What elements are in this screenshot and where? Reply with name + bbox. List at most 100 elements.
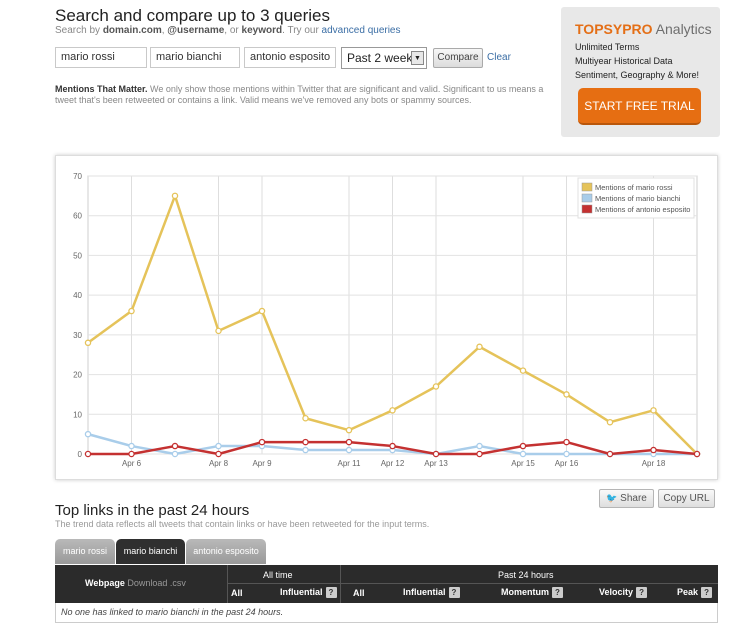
data-point[interactable] [432,450,440,458]
help-icon[interactable]: ? [636,587,648,598]
y-tick-label: 60 [73,212,82,221]
x-tick-label: Apr 11 [338,459,362,468]
group-past-24-hours: Past 24 hours [498,570,554,580]
mentions-chart: 0 10 20 30 40 50 60 70 Apr 6 Apr 8 Apr 9 Apr 11 Apr … [73,172,701,468]
data-point[interactable] [389,407,396,414]
hint-username: @username [167,25,225,36]
clear-link[interactable]: Clear [487,52,511,63]
data-point[interactable] [563,450,570,458]
mentions-note: Mentions That Matter. We only show those… [55,84,550,106]
data-point[interactable] [693,450,701,458]
col-webpage: Webpage Download .csv [85,578,186,588]
col-webpage-label: Webpage [85,578,125,588]
help-icon[interactable]: ? [448,587,460,598]
data-point[interactable] [345,426,353,434]
data-point[interactable] [650,446,657,454]
data-point[interactable] [345,446,353,454]
col-24h-all[interactable]: All [353,588,365,598]
legend-label: Mentions of antonio esposito [595,205,690,214]
x-tick-label: Apr 6 [122,459,142,468]
data-point[interactable] [345,438,353,446]
data-point[interactable] [215,450,222,458]
dropdown-arrow-icon[interactable]: ▼ [411,51,424,65]
data-point[interactable] [606,450,614,458]
compare-button[interactable]: Compare [433,48,483,68]
download-csv-link[interactable]: Download .csv [127,578,186,588]
data-point[interactable] [302,415,309,422]
hint-sep2: , or [224,25,242,36]
brand-analytics: Analytics [652,21,712,37]
promo-feature: Unlimited Terms [575,42,640,52]
data-point[interactable] [215,327,222,335]
col-momentum-label: Momentum [501,587,549,597]
data-point[interactable] [128,450,135,458]
data-point[interactable] [476,343,483,351]
group-all-time: All time [263,570,293,580]
data-point[interactable] [476,450,483,458]
x-tick-label: Apr 15 [511,459,535,468]
query-input-1[interactable]: mario rossi [55,47,147,68]
tab-antonio-esposito[interactable]: antonio esposito [186,539,266,564]
query-input-3[interactable]: antonio esposito [244,47,336,68]
advanced-queries-link[interactable]: advanced queries [321,25,401,36]
data-point[interactable] [476,442,483,450]
y-tick-label: 10 [73,410,82,419]
y-tick-label: 40 [73,291,82,300]
data-point[interactable] [171,192,179,200]
data-point[interactable] [519,450,527,458]
help-icon[interactable]: ? [325,587,337,598]
col-24h-influential[interactable]: Influential? [403,587,460,598]
share-button[interactable]: 🐦 Share [599,489,654,508]
data-point[interactable] [128,307,135,315]
data-point[interactable] [519,367,527,374]
start-free-trial-button[interactable]: START FREE TRIAL [578,88,701,125]
period-select[interactable]: Past 2 weeks ▼ [341,47,427,69]
data-point[interactable] [302,438,309,446]
legend-label: Mentions of mario rossi [595,183,673,192]
data-point[interactable] [258,307,266,315]
query-input-2[interactable]: mario bianchi [150,47,240,68]
legend-swatch [581,204,593,214]
hint-try: . Try our [282,25,322,36]
legend-swatch [581,193,593,203]
data-point[interactable] [84,450,92,458]
data-point[interactable] [215,442,222,450]
x-tick-label: Apr 13 [424,459,448,468]
data-point[interactable] [84,430,92,438]
data-point[interactable] [171,442,179,450]
mentions-body: We only show those mentions within Twitt… [55,84,544,105]
data-point[interactable] [302,446,309,454]
col-momentum[interactable]: Momentum? [501,587,563,598]
col-peak[interactable]: Peak? [677,587,713,598]
empty-row-message: No one has linked to mario bianchi in th… [55,603,718,623]
tab-mario-rossi[interactable]: mario rossi [55,539,115,564]
help-icon[interactable]: ? [701,587,713,598]
tab-mario-bianchi[interactable]: mario bianchi [116,539,185,564]
help-icon[interactable]: ? [552,587,563,598]
hint-sep1: , [161,25,168,36]
col-all-time-all[interactable]: All [231,588,243,598]
data-point[interactable] [258,438,266,446]
hint-prefix: Search by [55,25,103,36]
data-point[interactable] [432,383,440,390]
col-velocity-label: Velocity [599,587,634,597]
data-point[interactable] [84,339,92,347]
y-tick-label: 50 [73,251,82,260]
copy-url-button[interactable]: Copy URL [658,489,715,508]
search-hint: Search by domain.com, @username, or keyw… [55,25,401,36]
data-point[interactable] [171,450,179,458]
top-links-subtitle: The trend data reflects all tweets that … [55,519,430,529]
data-point[interactable] [563,438,570,446]
col-all-time-influential[interactable]: Influential? [280,587,337,598]
top-links-table-header: Webpage Download .csv All time Past 24 h… [55,565,718,603]
data-point[interactable] [606,418,614,426]
data-point[interactable] [128,442,135,450]
data-point[interactable] [519,442,527,450]
brand-topsy: TOPSY [575,21,623,37]
hint-domain: domain.com [102,25,162,36]
twitter-bird-icon: 🐦 [606,493,618,503]
col-velocity[interactable]: Velocity? [599,587,648,598]
data-point[interactable] [563,391,570,398]
data-point[interactable] [650,407,657,414]
data-point[interactable] [389,442,396,450]
